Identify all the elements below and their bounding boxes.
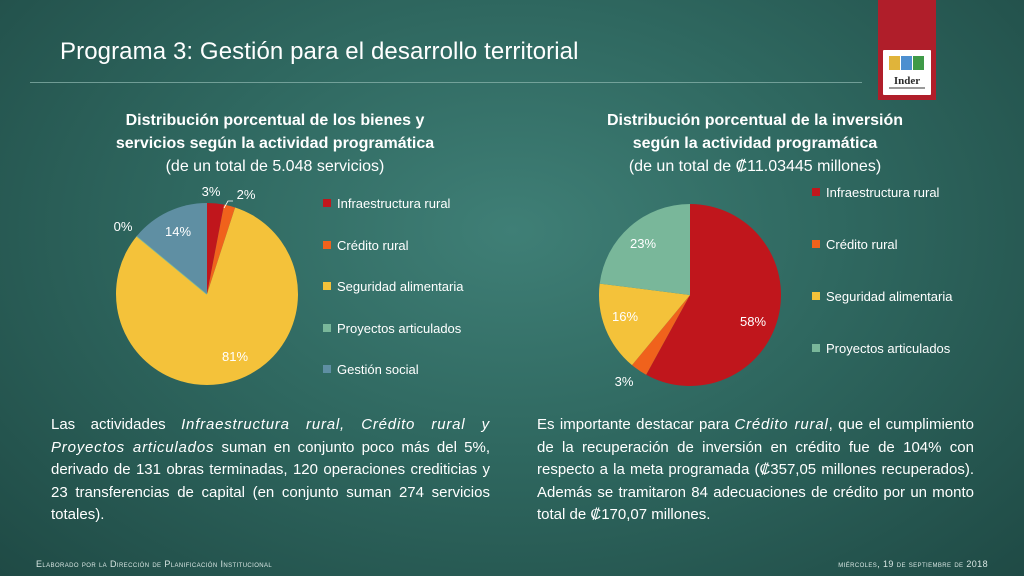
data-label-proyectos-articulados: 0% [114,219,133,234]
data-label-credito-rural: 3% [615,374,634,389]
pie-slice-gestion-social [136,203,207,294]
legend-swatch [323,199,331,207]
legend-swatch [812,240,820,248]
left-text-part3: suman en conjunto poco más del 5%, deriv… [51,438,490,524]
left-text-italic2: Proyectos articulados [51,438,215,456]
chart2-title-line2: según la actividad programática [632,135,878,152]
legend-swatch [323,282,331,290]
right-text-part1: Es importante destacar para [537,416,735,433]
legend-swatch [812,292,820,300]
leader-line [223,200,233,209]
legend-label: Proyectos articulados [337,320,462,336]
data-label-proyectos-articulados: 23% [630,236,656,251]
chart2-title-line1: Distribución porcentual de la inversión [606,112,904,129]
legend-label: Gestión social [337,362,419,377]
pie-chart-servicios: 3% 2% 81% 0% 14% [114,184,298,385]
right-text-part2: , que el cumplimiento de la recuperación… [537,416,974,523]
legend-item-credito-rural: Crédito rural [323,238,409,253]
pie-slice-proyectos-articulados [599,204,690,295]
pie-slice-seguridad-alimentaria [115,207,298,385]
right-text-italic1: Crédito rural [734,416,829,433]
data-label-seguridad-alimentaria: 16% [612,309,638,324]
inder-logo: Inder [883,50,931,95]
legend-item-infraestructura-rural: Infraestructura rural [812,185,939,200]
legend-swatch [323,240,331,249]
right-paragraph: Es importante destacar para Crédito rura… [537,414,974,527]
data-label-infraestructura-rural: 3% [202,184,221,199]
chart1-subtitle: (de un total de 5.048 servicios) [165,158,385,175]
chart1-title-line2: servicios según la actividad programátic… [115,135,435,152]
left-text-italic1: Infraestructura rural, Crédito rural [181,416,466,433]
title-divider [30,82,862,83]
logo-tile-yellow [889,56,900,70]
legend-swatch [323,323,331,332]
legend-item-seguridad-alimentaria: Seguridad alimentaria [323,279,463,294]
legend-swatch [812,188,820,196]
footer-left: Elaborado por la Dirección de Planificac… [36,559,272,569]
logo-tile-green [913,56,924,70]
legend-item-seguridad-alimentaria: Seguridad alimentaria [812,289,952,304]
pie-slice-seguridad-alimentaria [599,283,690,366]
logo-banner: Inder [878,0,936,100]
data-label-infraestructura-rural: 58% [740,314,766,329]
legend-label: Infraestructura rural [337,196,451,211]
legend-label: Crédito rural [337,237,409,253]
legend-label: Proyectos articulados [826,341,951,356]
legend-label: Crédito rural [826,237,898,252]
logo-text: Inder [893,75,921,87]
logo-tile-blue [901,56,912,70]
page-title: Programa 3: Gestión para el desarrollo t… [60,38,579,65]
footer-date: miércoles, 19 de septiembre de 2018 [838,559,988,569]
chart1-legend: Infraestructura rural Crédito rural Seguri… [323,196,503,386]
legend-item-credito-rural: Crédito rural [812,237,898,252]
chart2-legend: Infraestructura rural Crédito rural Seguri… [812,185,1002,365]
legend-label: Infraestructura rural [826,185,940,200]
chart1-title-line1: Distribución porcentual de los bienes y [125,112,425,129]
pie-slice-credito-rural [631,295,690,375]
chart2-subtitle: (de un total de ₡11.03445 millones) [628,158,882,175]
footer-left-text: Elaborado por la Dirección de Planificac… [36,559,273,569]
left-text-part1: Las actividades [51,416,182,433]
pie-slice-infraestructura-rural [646,204,781,386]
data-label-gestion-social: 14% [165,224,191,239]
chart2-title: Distribución porcentual de la inversión … [565,109,945,178]
left-paragraph: Las actividades Infraestructura rural, C… [51,414,490,527]
pie-slice-credito-rural [207,204,236,294]
legend-label: Seguridad alimentaria [337,279,464,294]
chart1-title: Distribución porcentual de los bienes y … [90,109,460,178]
legend-item-gestion-social: Gestión social [323,362,419,377]
legend-item-proyectos-articulados: Proyectos articulados [323,321,461,336]
legend-item-proyectos-articulados: Proyectos articulados [812,341,950,356]
legend-swatch [812,344,820,352]
footer-right: miércoles, 19 de septiembre de 2018 [0,559,988,569]
logo-underline [889,87,925,89]
legend-label: Seguridad alimentaria [826,289,953,304]
left-text-part2: y [465,416,490,433]
data-label-credito-rural: 2% [237,187,256,202]
pie-chart-inversion: 58% 3% 16% 23% [599,204,781,389]
legend-swatch [323,365,331,373]
pie-slice-infraestructura-rural [207,203,225,294]
data-label-seguridad-alimentaria: 81% [222,349,248,364]
legend-item-infraestructura-rural: Infraestructura rural [323,196,450,211]
